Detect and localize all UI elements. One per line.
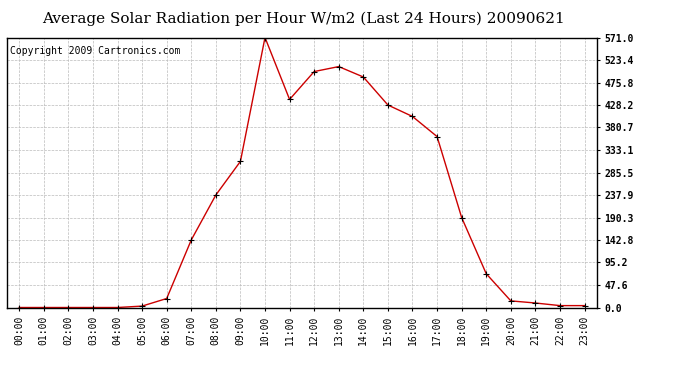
Text: Copyright 2009 Cartronics.com: Copyright 2009 Cartronics.com (10, 46, 180, 56)
Text: Average Solar Radiation per Hour W/m2 (Last 24 Hours) 20090621: Average Solar Radiation per Hour W/m2 (L… (42, 11, 565, 26)
